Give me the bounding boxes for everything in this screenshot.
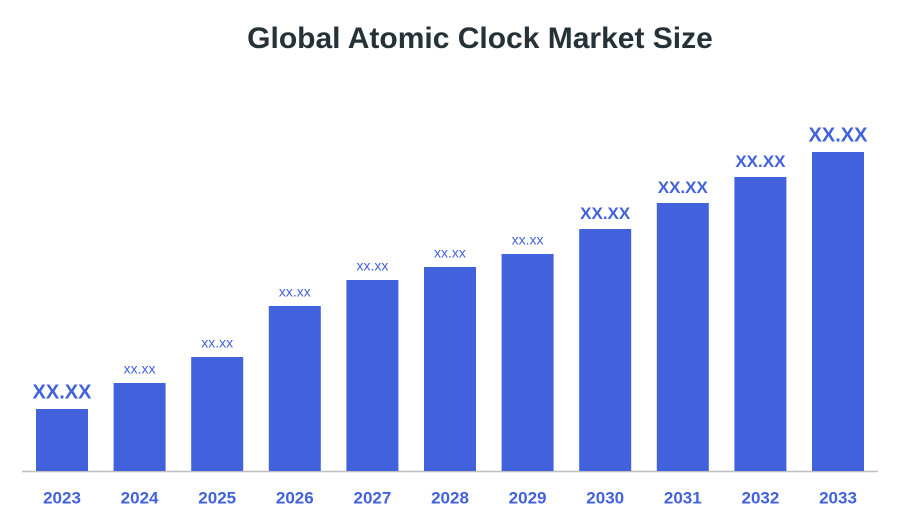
bar — [191, 357, 244, 471]
bar — [268, 306, 321, 471]
x-tick-label: 2026 — [276, 488, 314, 507]
x-tick-label: 2024 — [121, 488, 159, 507]
value-label: XX.XX — [580, 204, 631, 223]
bar — [501, 254, 554, 471]
x-tick-label: 2025 — [198, 488, 236, 507]
bar — [579, 229, 632, 471]
x-tick-label: 2023 — [43, 488, 81, 507]
value-label: XX.XX — [658, 178, 709, 197]
x-tick-label: 2032 — [741, 488, 779, 507]
value-label: xx.xx — [124, 361, 156, 377]
value-label: xx.xx — [356, 258, 388, 274]
value-label: XX.XX — [33, 381, 93, 403]
bar — [36, 409, 88, 471]
bar — [346, 280, 399, 471]
bar — [113, 383, 166, 471]
x-tick-label: 2031 — [664, 488, 702, 507]
bar — [812, 152, 864, 471]
x-tick-label: 2033 — [819, 488, 857, 507]
chart-title: Global Atomic Clock Market Size — [247, 22, 713, 55]
value-label: xx.xx — [201, 335, 233, 351]
bar — [424, 267, 476, 471]
value-label: XX.XX — [809, 124, 869, 146]
bar — [656, 203, 709, 471]
x-tick-label: 2029 — [509, 488, 547, 507]
value-label: xx.xx — [279, 284, 311, 300]
value-label: xx.xx — [434, 245, 466, 261]
value-label: XX.XX — [735, 152, 786, 171]
x-tick-label: 2027 — [353, 488, 391, 507]
x-tick-label: 2030 — [586, 488, 624, 507]
value-label: xx.xx — [512, 232, 544, 248]
bar — [734, 177, 787, 471]
x-tick-label: 2028 — [431, 488, 469, 507]
